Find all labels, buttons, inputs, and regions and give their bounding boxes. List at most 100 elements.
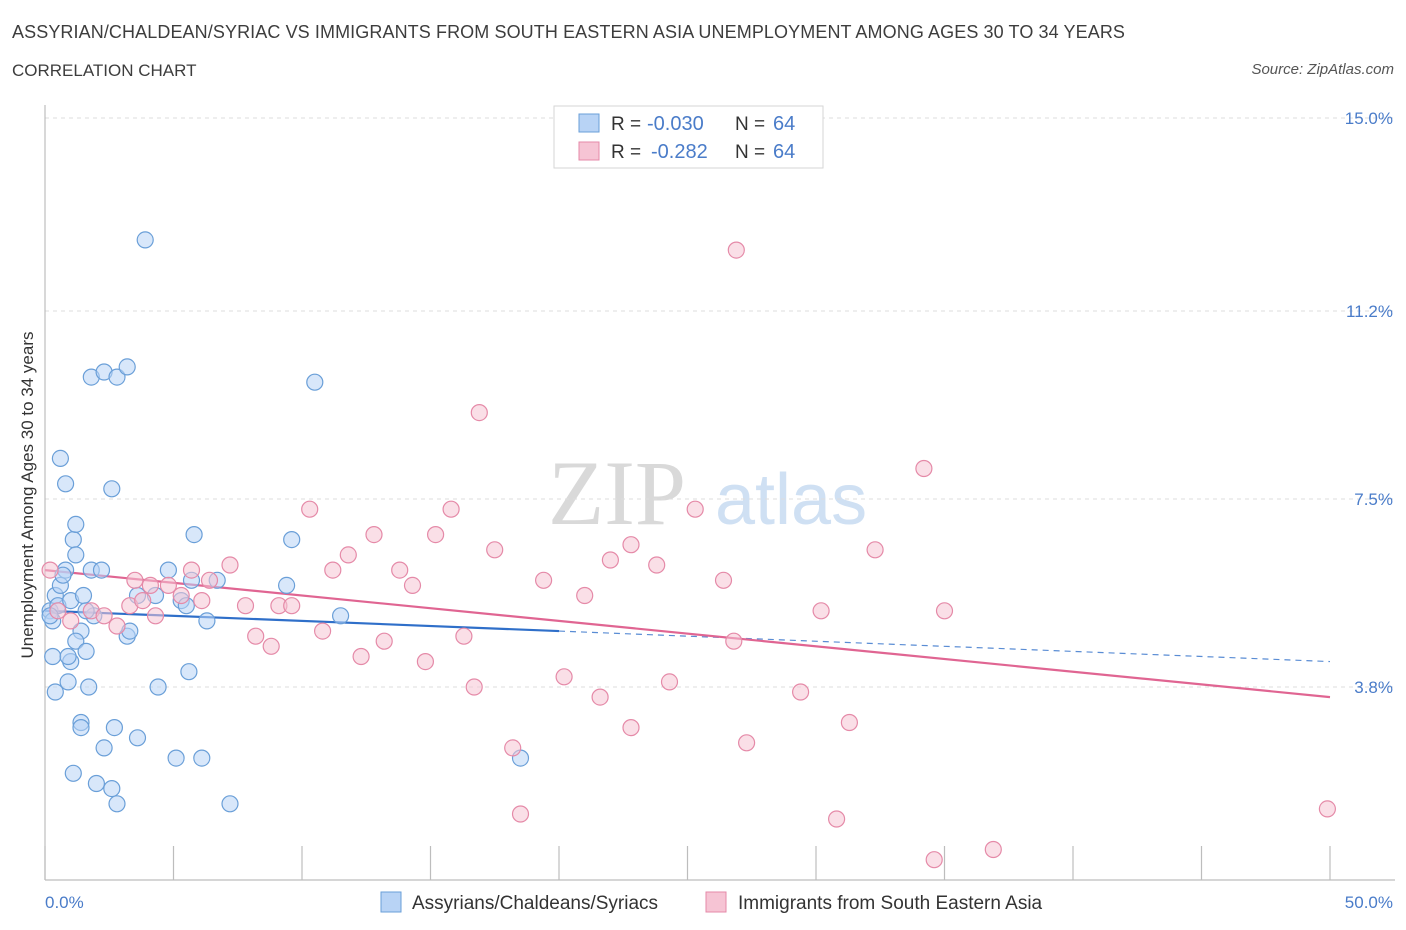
- blue-point-23: [80, 678, 98, 696]
- pink-point-50: [714, 571, 733, 589]
- pink-point-7: [126, 571, 144, 589]
- blue-point-16: [67, 632, 85, 650]
- pink-point-32: [427, 525, 445, 544]
- pink-trend-line: [44, 569, 1331, 699]
- blue-point-49: [180, 663, 198, 681]
- correlation-legend: R = -0.030 N = 64 R = -0.282 N = 64: [553, 105, 824, 169]
- blue-point-41: [118, 358, 136, 376]
- blue-point-27: [87, 774, 106, 793]
- pink-point-38: [504, 739, 522, 757]
- chart-subtitle: CORRELATION CHART: [12, 61, 197, 80]
- blue-point-37: [128, 729, 147, 747]
- pink-point-24: [324, 561, 342, 579]
- pink-point-18: [247, 627, 265, 645]
- pink-point-53: [737, 734, 756, 752]
- blue-point-26: [64, 764, 82, 782]
- pink-point-2: [62, 612, 80, 630]
- y-tick-label-1: 7.5%: [1354, 490, 1393, 509]
- blue-point-46: [167, 749, 185, 767]
- pink-point-55: [812, 602, 830, 620]
- blue-point-18: [59, 673, 77, 691]
- axes: [44, 105, 1395, 881]
- pink-point-15: [200, 571, 219, 589]
- legend-n-value-2: 64: [773, 141, 795, 163]
- data-points: [41, 231, 1337, 869]
- pink-point-61: [935, 602, 954, 620]
- y-axis-title: Unemployment Among Ages 30 to 34 years: [18, 332, 37, 659]
- pink-point-17: [236, 597, 255, 615]
- y-tick-label-2: 11.2%: [1346, 302, 1393, 321]
- blue-point-6: [44, 647, 62, 666]
- pink-point-12: [172, 586, 190, 605]
- blue-point-40: [108, 368, 126, 386]
- tick-labels: 3.8% 7.5% 11.2% 15.0% 0.0% 50.0%: [45, 109, 1393, 912]
- legend-swatch-pink: [578, 141, 600, 161]
- watermark-atlas: atlas: [715, 460, 867, 540]
- pink-point-58: [866, 541, 884, 559]
- pink-point-37: [486, 541, 504, 559]
- pink-point-47: [648, 556, 666, 574]
- pink-point-22: [301, 500, 319, 518]
- pink-point-11: [159, 576, 177, 595]
- pink-point-39: [511, 805, 530, 823]
- trend-lines: [44, 569, 1331, 699]
- pink-point-30: [403, 576, 422, 595]
- legend-r-label-2: R =: [611, 142, 641, 163]
- pink-point-19: [262, 637, 280, 655]
- legend-r-label-1: R =: [611, 114, 641, 135]
- blue-point-30: [95, 739, 113, 757]
- pink-point-49: [686, 500, 704, 518]
- blue-point-11: [64, 530, 82, 549]
- blue-point-29: [108, 795, 126, 813]
- watermark-zip: ZIP: [548, 442, 686, 544]
- pink-point-57: [840, 713, 859, 732]
- blue-point-8: [51, 449, 70, 467]
- legend-r-value-1: -0.030: [647, 113, 704, 135]
- blue-point-56: [278, 576, 296, 595]
- series-swatch-pink: [705, 891, 727, 913]
- pink-point-48: [660, 673, 679, 691]
- pink-point-21: [283, 597, 301, 615]
- blue-point-7: [46, 683, 64, 701]
- legend-n-label-1: N =: [735, 114, 765, 135]
- series-legend: Assyrians/Chaldeans/Syriacs Immigrants f…: [380, 891, 1043, 914]
- pink-point-14: [193, 591, 211, 610]
- blue-point-20: [77, 642, 95, 661]
- blue-point-25: [72, 718, 90, 737]
- pink-point-56: [827, 810, 846, 828]
- legend-n-value-1: 64: [773, 113, 795, 135]
- pink-point-52: [727, 241, 745, 259]
- blue-point-12: [67, 515, 85, 534]
- blue-point-54: [221, 795, 239, 813]
- pink-point-40: [534, 571, 553, 589]
- pink-point-23: [314, 622, 332, 640]
- source-credit: Source: ZipAtlas.com: [1251, 61, 1394, 78]
- pink-point-9: [141, 576, 159, 595]
- pink-point-43: [601, 551, 620, 569]
- pink-point-63: [1318, 800, 1337, 818]
- pink-point-10: [146, 607, 165, 625]
- series-swatch-blue: [380, 891, 402, 913]
- pink-point-8: [134, 591, 152, 610]
- series-label-pink: Immigrants from South Eastern Asia: [738, 893, 1043, 914]
- blue-point-14: [74, 586, 93, 605]
- pink-point-13: [182, 561, 201, 579]
- pink-point-41: [555, 668, 573, 686]
- pink-point-28: [375, 632, 393, 650]
- pink-point-34: [455, 627, 473, 645]
- blue-point-57: [283, 530, 301, 549]
- blue-point-33: [103, 480, 121, 498]
- pink-point-51: [725, 632, 743, 650]
- blue-point-28: [103, 779, 121, 798]
- blue-point-52: [193, 749, 211, 767]
- blue-point-13: [67, 546, 85, 564]
- x-tick-label-1: 50.0%: [1345, 893, 1393, 912]
- blue-point-59: [332, 607, 350, 625]
- pink-point-46: [622, 718, 640, 737]
- pink-point-0: [41, 561, 59, 579]
- pink-point-25: [339, 546, 357, 564]
- pink-point-29: [391, 561, 409, 579]
- legend-swatch-blue: [578, 113, 600, 133]
- blue-trend-extension: [558, 630, 1331, 663]
- pink-point-5: [108, 617, 126, 635]
